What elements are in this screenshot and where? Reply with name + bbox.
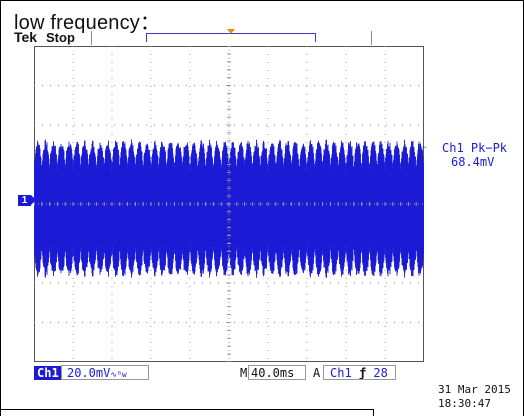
- trigger-position-icon: [227, 29, 235, 34]
- caption-rule: [0, 409, 373, 410]
- channel-1-marker[interactable]: 1: [18, 195, 36, 206]
- caption-rule-tick: [373, 409, 374, 416]
- frame-top: [0, 0, 524, 1]
- record-view-bracket: [146, 33, 316, 42]
- trigger-mode-label: A: [313, 366, 321, 380]
- header-divider: [371, 31, 372, 45]
- volts-value: 20.0mV: [67, 366, 111, 380]
- trigger-channel: Ch1: [330, 366, 352, 380]
- timebase-value[interactable]: 40.0ms: [248, 365, 306, 380]
- channel-badge[interactable]: Ch1: [34, 366, 62, 380]
- frame-left: [0, 0, 1, 416]
- date-readout: 31 Mar 2015: [438, 383, 511, 396]
- measurement-label: Ch1 Pk−Pk: [442, 141, 508, 155]
- volts-per-div[interactable]: 20.0mV∿ᴮw: [61, 365, 149, 380]
- bandwidth-icon: ∿ᴮw: [110, 370, 127, 379]
- brand-logo: Tek: [14, 29, 38, 45]
- trigger-slope-icon: ƒ: [358, 366, 367, 380]
- time-readout: 18:30:47: [438, 397, 491, 410]
- trigger-level: 28: [373, 366, 388, 380]
- trigger-settings[interactable]: Ch1 ƒ 28: [323, 365, 396, 380]
- caption-title: low frequency：: [14, 12, 161, 34]
- header-divider: [91, 31, 92, 45]
- graticule-center: [34, 46, 424, 362]
- measurement-arrow-icon: ←: [417, 138, 429, 152]
- measurement-value: 68.4mV: [451, 155, 495, 169]
- main-timebase-label: M: [240, 366, 248, 380]
- waveform-display: [34, 46, 424, 362]
- run-state: Stop: [46, 30, 75, 45]
- ch1-waveform: [34, 139, 424, 278]
